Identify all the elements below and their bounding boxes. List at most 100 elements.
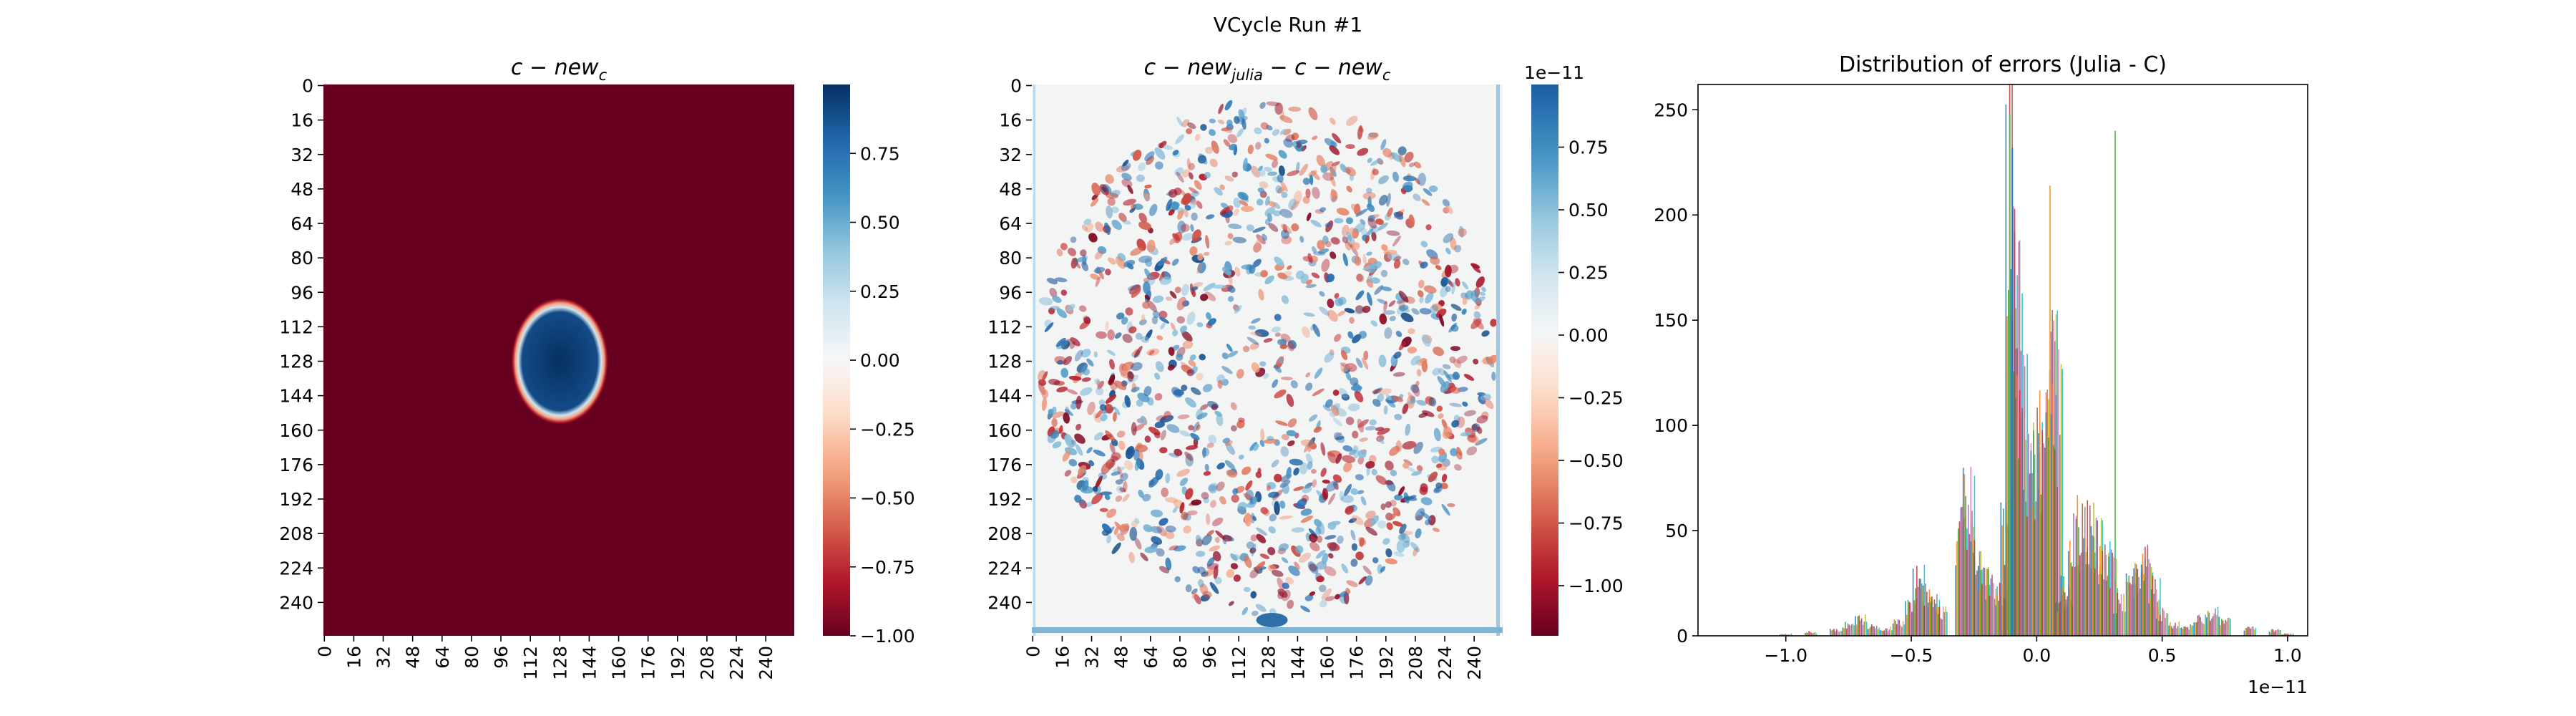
heatmap-2-bottom-spot [1256,613,1288,627]
histogram-bar [1810,632,1811,636]
histogram-bar [1901,626,1903,636]
histogram-bar [1937,614,1939,636]
x-tick-label: 144 [1287,646,1308,680]
histogram-bar [2029,473,2031,636]
histogram-bar [2200,616,2201,636]
histogram-bar [2222,620,2224,636]
histogram-bar [1931,596,1933,636]
histogram-bar [2291,634,2293,636]
histogram-bar [2187,626,2189,636]
y-tick-label: 64 [999,213,1022,234]
histogram-bar [1848,624,1850,636]
histogram-bar [2122,611,2124,636]
y-tick-label: 150 [1654,310,1688,331]
histogram-bar [2124,611,2126,636]
histogram-bar [1833,629,1835,636]
x-tick-label: 0.5 [2148,645,2177,666]
heatmap-2-title: c − newjulia − c − newc [1144,55,1391,84]
histogram-bar [2198,614,2200,636]
histogram-bar [2223,623,2225,636]
histogram-bar [2180,627,2182,636]
histogram-bar [2188,629,2190,636]
histogram-bar [2173,625,2175,636]
histogram-bar [2014,208,2016,636]
histogram-bar [1850,625,1851,636]
x-tick-label: 160 [609,646,630,680]
histogram-bar [1977,566,1979,636]
x-tick-label: 192 [1376,646,1397,680]
heatmap-panel-2: c − newjulia − c − newc 0 16 32 48 64 80 96 112… [987,55,1623,680]
histogram-bar [1860,618,1863,636]
histogram-bar [2088,564,2089,636]
histogram-bar [2143,581,2145,636]
histogram-bar [1885,628,1886,636]
x-tick-label: 96 [491,646,512,669]
histogram-bar [2193,622,2195,636]
y-tick-label: 48 [999,179,1022,200]
histogram-peak-bar [2049,185,2051,636]
histogram-bar [1935,604,1936,636]
histogram-bar [2098,584,2099,636]
histogram-bar [2227,618,2229,636]
histogram-bar [1787,634,1789,636]
histogram-bar [2190,625,2192,636]
histogram-bar [2153,594,2155,636]
y-tick-label: 176 [987,455,1022,475]
y-tick-label: 224 [279,558,313,579]
histogram-bar [1927,602,1929,636]
histogram-bar [1847,623,1849,636]
y-tick-label: 16 [999,110,1022,131]
colorbar-tick-label: −0.25 [860,419,915,440]
histogram-bar [2128,575,2129,636]
heatmap-2-title-sub1: julia [1229,67,1263,84]
y-tick-label: 176 [279,455,313,475]
heatmap-panel-1: c − newc 0 16 32 48 64 80 96 112 128 144 160 176 192… [279,55,914,680]
histogram-bar [1968,533,1971,636]
histogram-bar [2095,518,2097,636]
histogram-bar [2247,626,2249,636]
heatmap-2-edge-bottom [1032,627,1503,633]
histogram-bar [1910,602,1911,636]
histogram-bar [2115,613,2117,636]
colorbar-tick-label: −1.00 [1568,576,1624,596]
colorbar-tick-label: 0.50 [860,213,900,233]
histogram-bar [2057,486,2058,636]
histogram-bar [1789,634,1791,636]
histogram-bar [1976,570,1978,636]
histogram-bar [2057,310,2058,636]
histogram-bar [1995,605,1997,636]
histogram-bar [2160,621,2162,636]
x-tick-label: 176 [1347,646,1367,680]
histogram-bar [1981,584,1983,636]
histogram-bar [2178,621,2180,636]
histogram-bar [2026,516,2028,636]
y-tick-label: 80 [291,248,313,268]
histogram-bar [1830,629,1831,636]
histogram-bar [2018,458,2019,636]
histogram-bar [1903,624,1906,636]
histogram-bar [1873,626,1875,636]
histogram-bar [2120,594,2122,636]
histogram-bar [2028,433,2029,636]
histogram-bar [2157,606,2159,636]
histogram-bar [2283,633,2285,636]
histogram-bar [1967,505,1969,636]
histogram-bar [2085,564,2087,636]
histogram-bar [1946,611,1948,636]
histogram-bar [1807,632,1809,636]
histogram-bar [1994,599,1996,636]
histogram-bar [2162,608,2164,636]
histogram-bar [2110,549,2112,636]
x-tick-label: 32 [374,646,394,669]
histogram-bar [2270,632,2272,636]
histogram-bar [1784,634,1786,636]
y-tick-label: 224 [987,558,1022,579]
histogram-bar [2077,495,2079,636]
histogram-bar [2165,612,2167,636]
histogram-bar [2092,551,2094,636]
histogram-bar [2048,437,2049,636]
histogram-bar [2080,552,2082,636]
histogram-bar [2034,519,2036,636]
histogram-bar [1805,632,1806,636]
